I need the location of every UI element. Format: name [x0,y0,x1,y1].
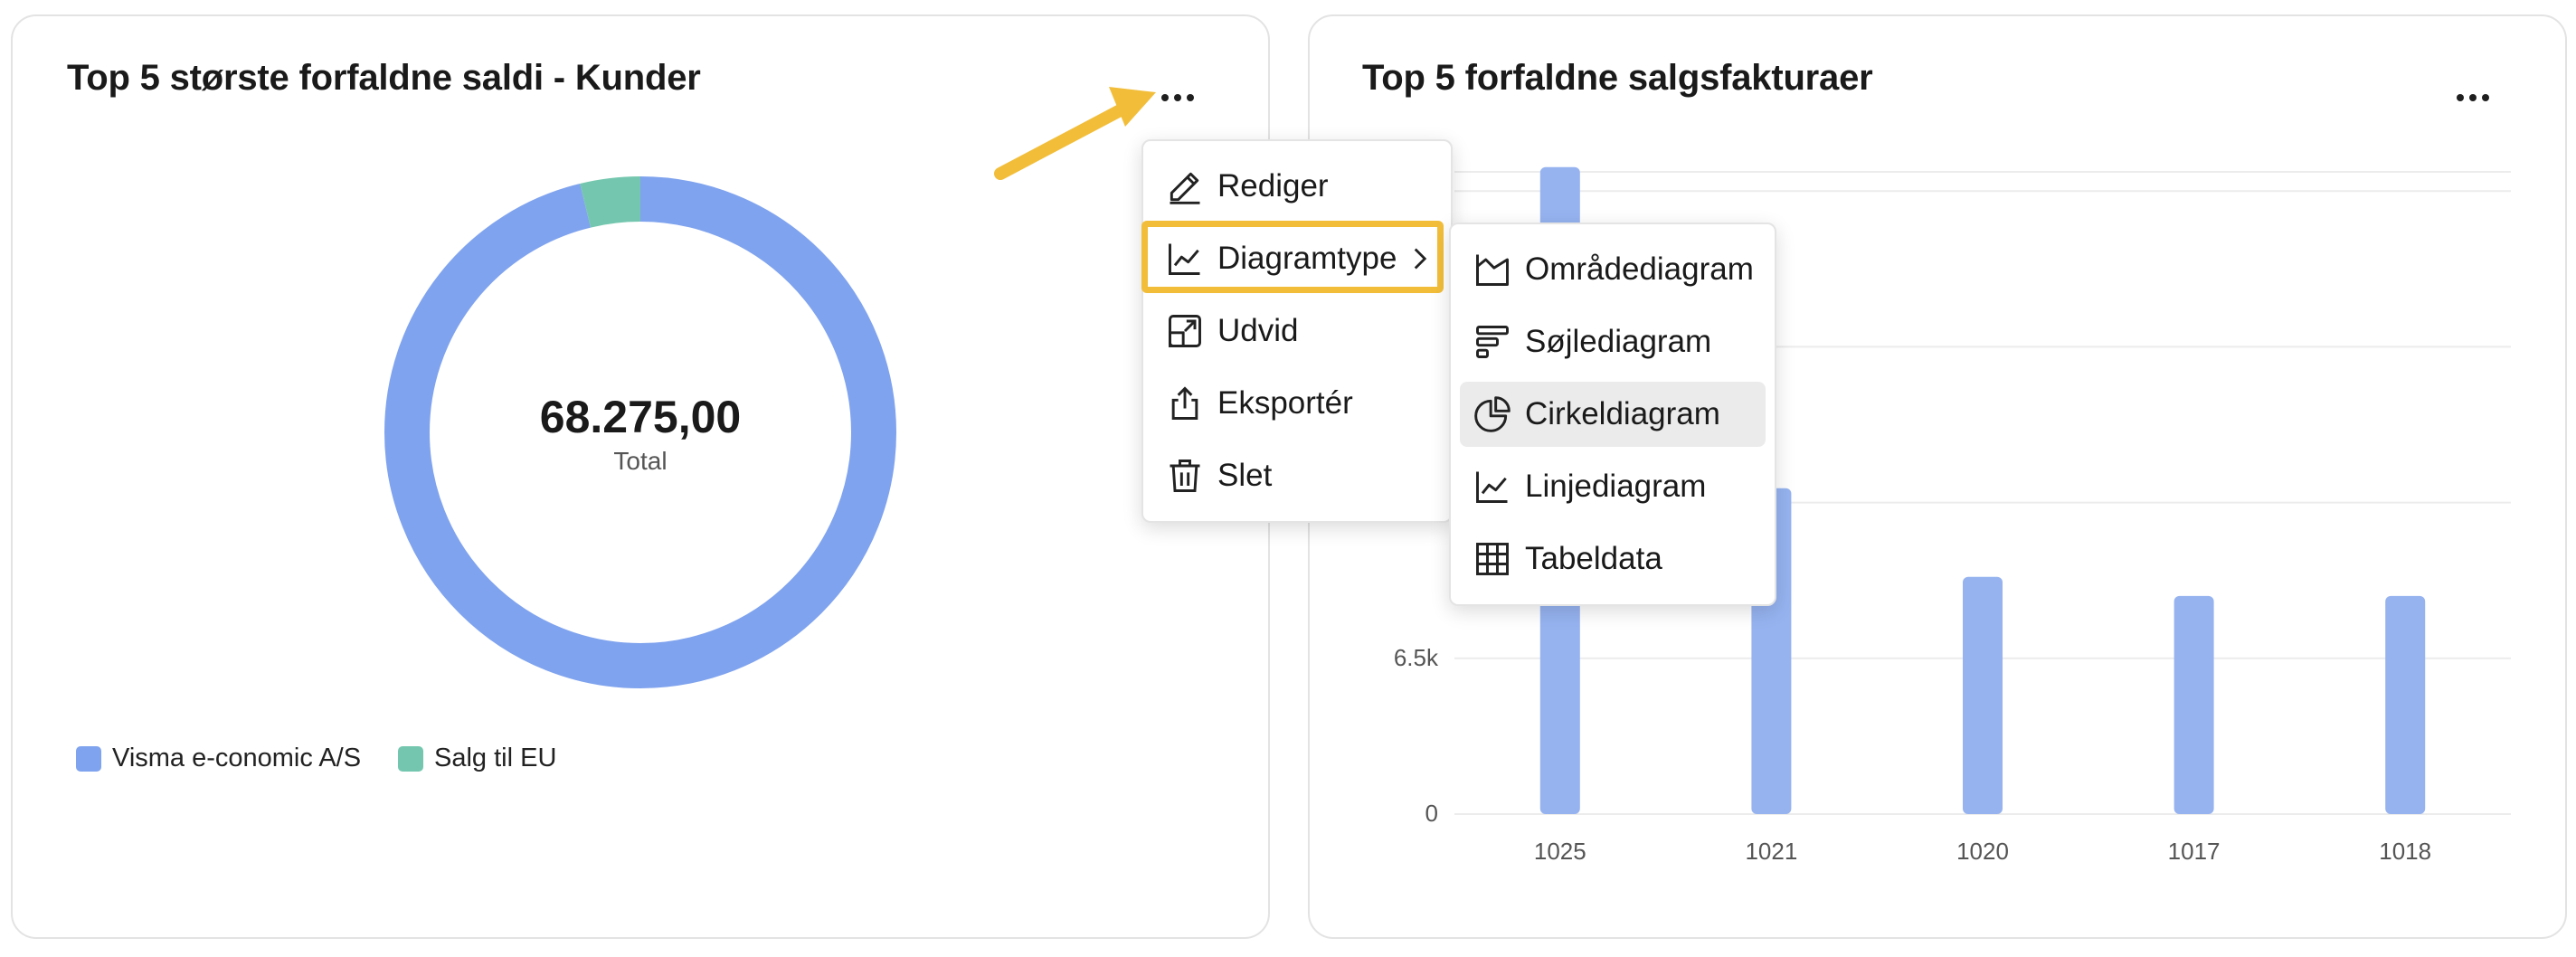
x-tick-label: 1020 [1956,838,2009,865]
bar-1018[interactable] [2385,595,2426,814]
legend-swatch [76,745,101,772]
right-widget-title: Top 5 forfaldne salgsfakturaer [1362,58,1873,98]
right-more-options-button[interactable] [2444,76,2502,119]
legend-label: Visma e-conomic A/S [112,744,362,772]
y-tick-label: 6.5k [1393,643,1438,671]
menu-item-label: Eksportér [1217,385,1353,421]
legend-swatch [398,745,423,772]
chevron-right-icon [1414,248,1427,270]
donut-total-value: 68.275,00 [539,392,742,442]
menu-item-label: Slet [1217,458,1273,493]
diagramtype-submenu: Områdediagram Søjlediagram Cirkeldiagram… [1449,223,1776,606]
table-icon [1476,543,1509,575]
bar-1017[interactable] [2174,595,2214,814]
submenu-item-label: Søjlediagram [1525,324,1712,359]
y-tick-label: 0 [1425,800,1438,827]
menu-item-label: Rediger [1217,168,1329,204]
line-chart-icon [1169,243,1200,275]
x-tick-label: 1018 [2379,838,2432,865]
x-tick-label: 1017 [2167,838,2221,865]
submenu-item-cirkeldiagram[interactable]: Cirkeldiagram [1460,382,1766,447]
pie-chart-icon [1474,396,1511,432]
trash-icon [1170,460,1200,492]
submenu-item-label: Tabeldata [1525,541,1662,576]
submenu-item-linjediagram[interactable]: Linjediagram [1460,454,1766,519]
pencil-icon [1170,172,1200,204]
line-chart-icon [1476,471,1508,503]
legend-item-salg-til-eu[interactable]: Salg til EU [398,744,556,773]
x-tick-label: 1025 [1533,838,1586,865]
left-more-options-button[interactable] [1149,76,1207,119]
more-horizontal-icon [2457,94,2464,101]
menu-item-udvid[interactable]: Udvid [1152,298,1442,364]
submenu-item-label: Linjediagram [1525,469,1707,504]
legend-item-visma[interactable]: Visma e-conomic A/S [76,744,361,773]
menu-item-eksporter[interactable]: Eksportér [1152,371,1442,436]
submenu-item-tabeldata[interactable]: Tabeldata [1460,526,1766,592]
menu-item-rediger[interactable]: Rediger [1152,154,1442,219]
bar-chart-icon [1476,326,1509,358]
context-menu: Rediger Diagramtype Udvid Eksportér Slet [1141,139,1453,523]
expand-icon [1169,315,1201,347]
x-tick-label: 1021 [1745,838,1798,865]
menu-item-label: Diagramtype [1217,241,1397,276]
share-icon [1171,386,1198,420]
legend-label: Salg til EU [434,744,557,772]
area-chart-icon [1476,254,1509,286]
donut-slice-1[interactable] [384,176,896,688]
bar-1020[interactable] [1963,576,2003,814]
submenu-item-label: Områdediagram [1525,251,1754,287]
more-horizontal-icon [1161,94,1169,101]
submenu-item-soejlediagram[interactable]: Søjlediagram [1460,309,1766,374]
menu-item-label: Udvid [1217,313,1299,348]
menu-item-slet[interactable]: Slet [1152,443,1442,508]
submenu-item-label: Cirkeldiagram [1525,396,1720,431]
left-widget-card [11,14,1270,939]
menu-item-diagramtype[interactable]: Diagramtype [1152,226,1442,291]
submenu-item-omraadediagram[interactable]: Områdediagram [1460,237,1766,302]
donut-total-label: Total [613,447,668,475]
left-widget-title: Top 5 største forfaldne saldi - Kunder [67,58,701,98]
